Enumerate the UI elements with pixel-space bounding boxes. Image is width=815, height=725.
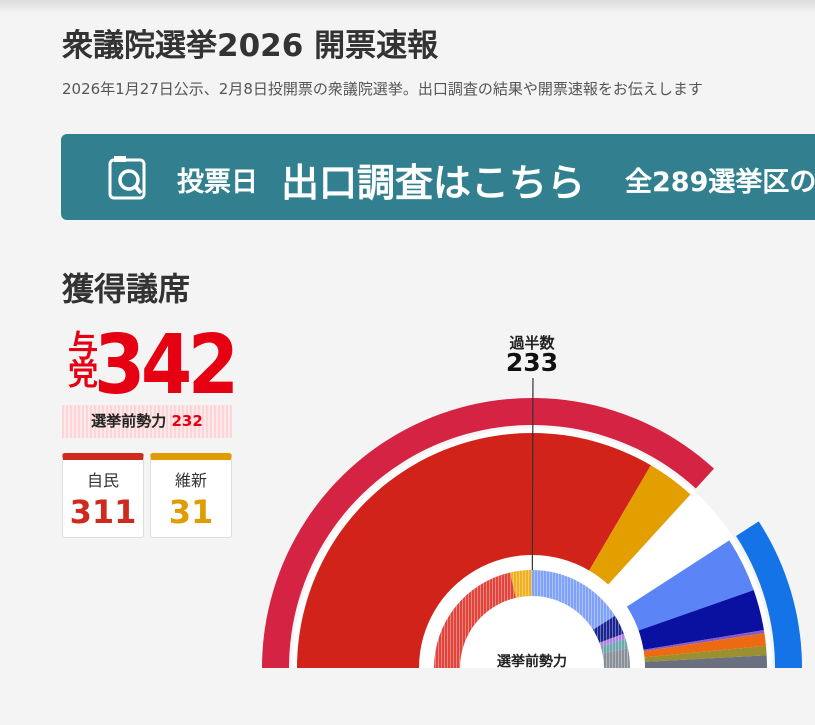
pre-election-box: 選挙前勢力 232 (62, 405, 232, 438)
banner-label: 投票日 (177, 167, 258, 198)
seat-segment (643, 633, 766, 658)
seat-segment (626, 540, 754, 631)
party-seats: 31 (168, 493, 214, 531)
section-title: 獲得議席 (62, 270, 191, 308)
party-name: 維新 (174, 471, 207, 490)
majority-value: 233 (506, 348, 558, 377)
seat-segment (736, 521, 802, 668)
party-name: 自民 (86, 471, 119, 490)
segment-hatch (602, 648, 630, 668)
majority-label: 過半数 (509, 334, 555, 352)
seat-segment (589, 465, 691, 585)
banner-link[interactable]: 出口調査はこちら (281, 161, 586, 205)
seat-segment (297, 433, 651, 668)
exit-poll-banner[interactable]: 投票日 出口調査はこちら 全289選挙区の (61, 134, 815, 220)
segment-hatch (599, 633, 626, 647)
banner-extra[interactable]: 全289選挙区の (625, 167, 815, 198)
page-subtitle: 2026年1月27日公示、2月8日投開票の衆議院選挙。出口調査の結果や開票速報を… (62, 80, 703, 98)
party-card: 維新 31 (150, 453, 232, 538)
seat-segment (638, 590, 764, 650)
party-seats: 311 (69, 493, 137, 531)
seat-segment (262, 397, 715, 668)
page-title: 衆議院選挙2026 開票速報 (62, 28, 439, 64)
pre-total: 232 (171, 412, 203, 430)
banner-icon (108, 156, 146, 200)
plot (262, 397, 802, 668)
party-card: 自民 311 (62, 453, 144, 538)
segment-hatch (510, 570, 532, 598)
segment-hatch (434, 572, 516, 668)
top-shadow (0, 0, 815, 14)
pre-label: 選挙前勢力 (91, 412, 167, 430)
ruling-total: 342 (94, 318, 239, 413)
seat-segment (643, 630, 765, 652)
majority-line (531, 377, 534, 571)
segment-hatch (531, 570, 615, 630)
ruling-label: 与党 (62, 330, 97, 386)
seat-segment (644, 655, 767, 668)
segment-hatch (592, 615, 624, 643)
segment-hatch (600, 638, 628, 654)
seat-segment (644, 645, 767, 662)
center-label: 選挙前勢力 (497, 653, 567, 670)
